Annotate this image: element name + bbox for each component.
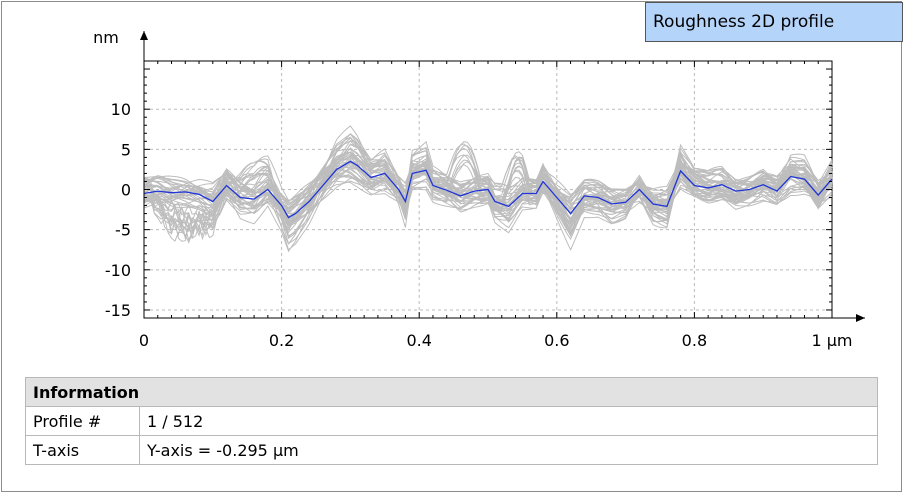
y-axis-arrow (140, 31, 148, 40)
info-row-taxis: T-axis Y-axis = -0.295 µm (25, 435, 878, 465)
x-tick-label: 0.2 (269, 331, 294, 350)
y-tick-label: 0 (121, 181, 131, 200)
x-tick-label: 0.4 (406, 331, 431, 350)
x-tick-label: 0.8 (682, 331, 707, 350)
y-tick-label: -15 (105, 301, 131, 320)
info-value-profile: 1 / 512 (139, 406, 878, 436)
y-tick-label: 5 (121, 140, 131, 159)
y-unit-label: nm (93, 28, 119, 47)
x-tick-label: 1 µm (811, 331, 852, 350)
information-header-row: Information (25, 377, 878, 407)
profile-line (143, 140, 833, 216)
x-tick-label: 0.6 (544, 331, 569, 350)
information-header: Information (25, 377, 878, 407)
selected-profile-line (143, 160, 833, 219)
y-tick-label: 10 (111, 100, 131, 119)
profile-line (143, 164, 833, 217)
selected-profile (143, 160, 833, 219)
profile-line (143, 167, 833, 227)
profile-line (143, 155, 833, 206)
profile-line (143, 136, 833, 234)
tick-labels: 0 0.2 0.4 0.6 0.8 1 µm 10 5 0 -5 -10 -15 nm (93, 28, 852, 350)
profile-line (143, 155, 833, 213)
info-key-taxis: T-axis (25, 435, 140, 465)
background-profiles (143, 125, 833, 253)
profile-line (143, 166, 833, 228)
tick-marks (143, 60, 833, 319)
information-table: Information Profile # 1 / 512 T-axis Y-a… (25, 377, 878, 465)
window-title: Roughness 2D profile (645, 2, 903, 42)
y-tick-label: -5 (115, 221, 131, 240)
x-axis-arrow (856, 314, 865, 322)
profile-chart[interactable]: 0 0.2 0.4 0.6 0.8 1 µm 10 5 0 -5 -10 -15 nm (0, 0, 905, 370)
info-row-profile: Profile # 1 / 512 (25, 406, 878, 436)
x-tick-label: 0 (139, 331, 149, 350)
info-key-profile: Profile # (25, 406, 140, 436)
y-tick-label: -10 (105, 261, 131, 280)
profile-line (143, 148, 833, 225)
info-value-taxis: Y-axis = -0.295 µm (139, 435, 878, 465)
